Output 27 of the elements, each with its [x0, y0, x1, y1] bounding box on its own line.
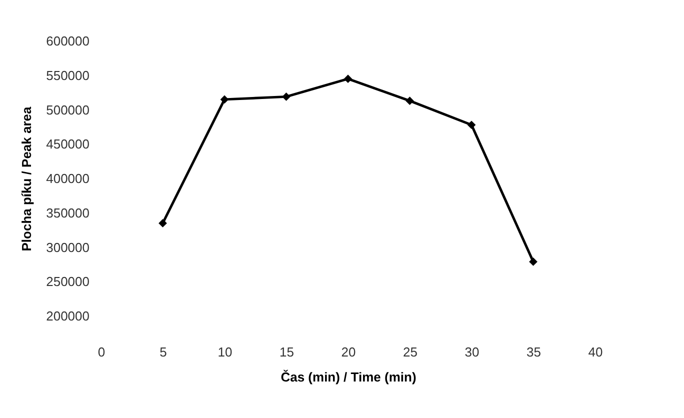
- x-tick-label: 35: [526, 344, 541, 360]
- y-axis-title: Plocha píku / Peak area: [19, 106, 34, 252]
- y-tick-label: 350000: [46, 205, 90, 220]
- y-tick-label: 550000: [46, 68, 90, 83]
- y-tick-label: 600000: [46, 34, 90, 48]
- point: [158, 219, 167, 228]
- x-tick-label: 5: [160, 344, 167, 360]
- x-tick-label: 25: [403, 344, 418, 360]
- point: [467, 120, 476, 130]
- y-tick-label: 400000: [46, 171, 90, 186]
- x-tick-label: 40: [588, 344, 603, 360]
- y-tick-label: 250000: [46, 274, 90, 290]
- y-tick-label: 300000: [46, 240, 90, 255]
- point: [406, 96, 414, 105]
- x-tick-label: 0: [98, 344, 106, 360]
- x-tick-label: 10: [218, 344, 232, 360]
- y-tick-label: 500000: [46, 102, 90, 118]
- point: [344, 74, 352, 83]
- y-tick-label: 450000: [46, 136, 90, 152]
- point: [282, 92, 290, 101]
- y-tick-label: 200000: [46, 308, 90, 324]
- point: [220, 95, 229, 104]
- x-axis-title: Čas (min) / Time (min): [280, 370, 416, 384]
- point: [529, 258, 538, 266]
- x-tick-label: 15: [280, 344, 294, 360]
- x-tick-label: 30: [464, 344, 480, 360]
- x-tick-label: 20: [341, 344, 356, 360]
